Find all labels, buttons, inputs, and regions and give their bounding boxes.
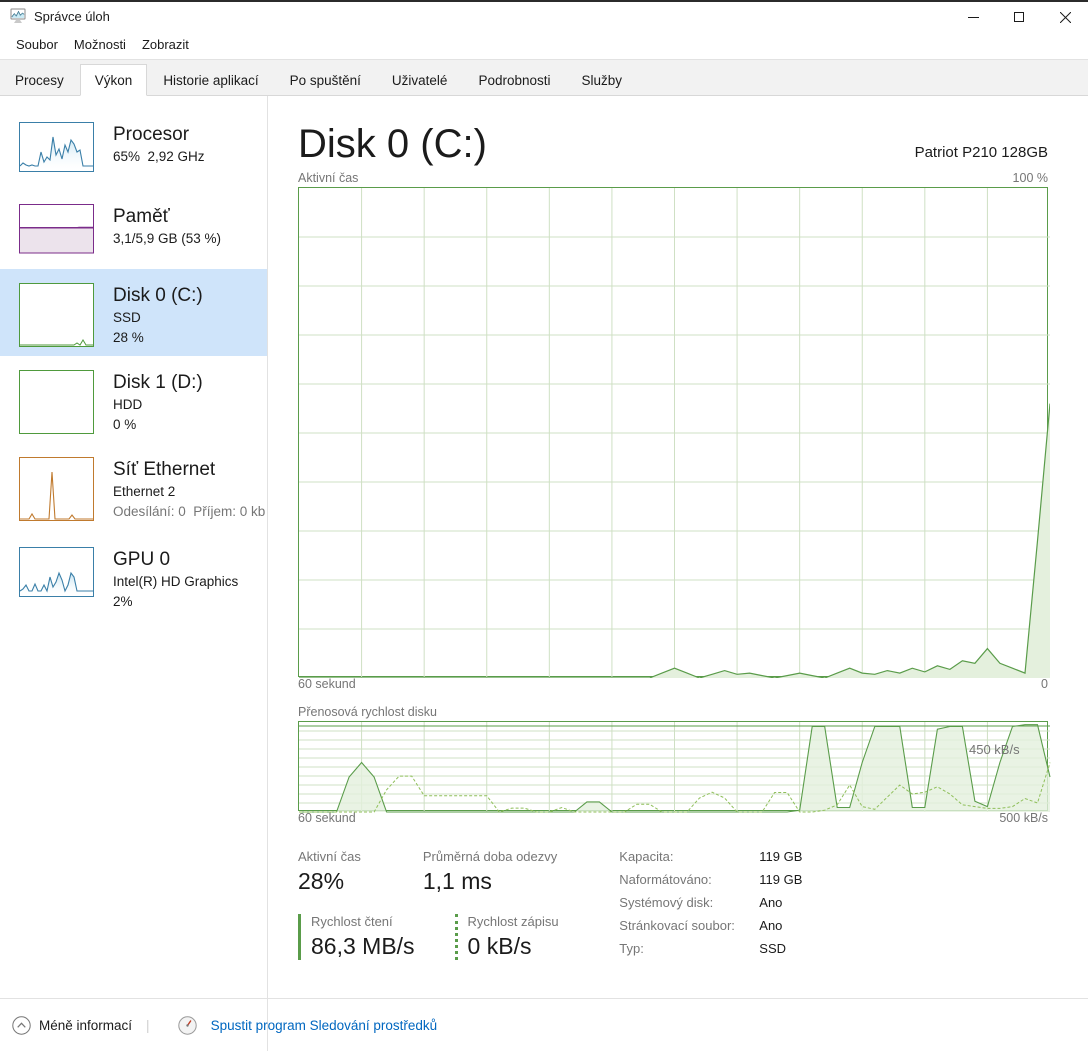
svg-text:450 kB/s: 450 kB/s [969, 742, 1020, 757]
